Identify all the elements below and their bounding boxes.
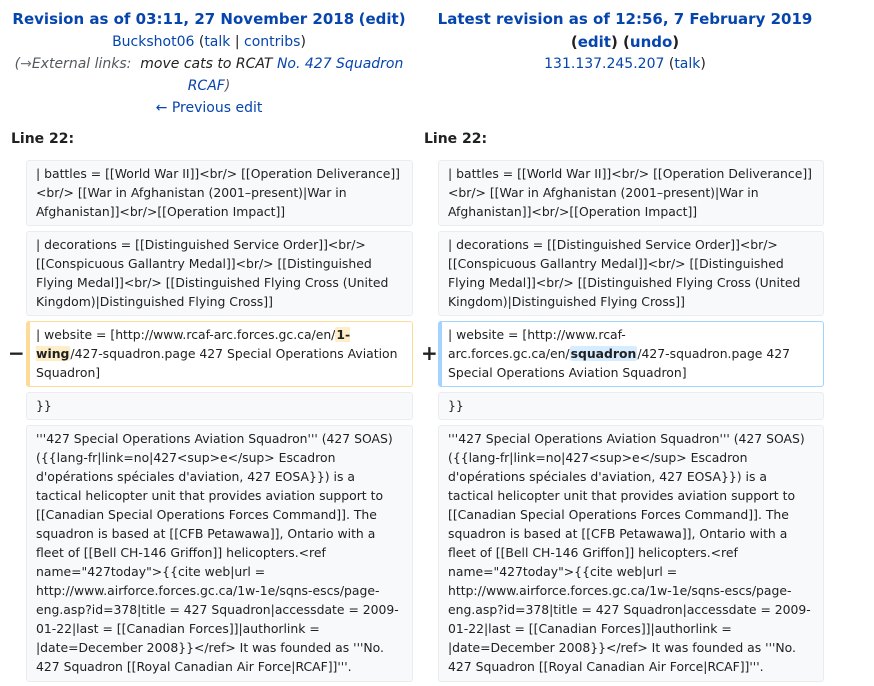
added-text: /427-squadron.page 427 Special Operation…	[448, 346, 791, 380]
added-line-marker: +	[421, 341, 438, 365]
old-revision-header: Revision as of 03:11, 27 November 2018 (…	[10, 8, 408, 119]
added-word-highlight: squadron	[569, 346, 638, 361]
old-line-number: Line 22:	[11, 131, 75, 147]
diff-context-old: }}	[26, 392, 413, 420]
new-line-number: Line 22:	[424, 131, 488, 147]
new-edit-link[interactable]: edit	[577, 33, 611, 51]
previous-edit-link[interactable]: ← Previous edit	[155, 100, 263, 116]
deleted-text: /427-squadron.page 427 Special Operation…	[36, 346, 398, 380]
undo-link[interactable]: undo	[629, 33, 673, 51]
old-edit-link[interactable]: edit	[365, 10, 399, 28]
added-text: | website = [http://www.rcaf-arc.forces.…	[448, 327, 626, 361]
summary-text: move cats to RCAT	[140, 56, 273, 72]
diff-context-old: | decorations = [[Distinguished Service …	[26, 231, 413, 316]
diff-context-old: | battles = [[World War II]]<br/> [[Oper…	[26, 160, 413, 226]
diff-context-new: | decorations = [[Distinguished Service …	[438, 231, 824, 316]
old-contribs-link[interactable]: contribs	[244, 34, 301, 50]
deleted-text: | website = [http://www.rcaf-arc.forces.…	[36, 327, 336, 342]
diff-context-old: '''427 Special Operations Aviation Squad…	[26, 425, 413, 682]
deleted-line-marker: −	[8, 341, 25, 365]
old-talk-link[interactable]: talk	[204, 34, 231, 50]
diff-context-new: }}	[438, 392, 824, 420]
section-arrow-icon[interactable]: →	[20, 56, 32, 72]
old-revision-title-line: Revision as of 03:11, 27 November 2018 (…	[12, 10, 406, 28]
edit-summary: (→External links: move cats to RCAT No. …	[14, 56, 404, 94]
new-talk-link[interactable]: talk	[674, 56, 701, 72]
old-user-link[interactable]: Buckshot06	[112, 34, 195, 50]
old-user-line: Buckshot06 (talk | contribs)	[112, 34, 306, 50]
diff-context-new: | battles = [[World War II]]<br/> [[Oper…	[438, 160, 824, 226]
summary-section: External links:	[31, 56, 132, 72]
diff-added-line: | website = [http://www.rcaf-arc.forces.…	[438, 321, 824, 387]
new-revision-title[interactable]: Latest revision as of 12:56, 7 February …	[437, 10, 813, 28]
new-user-link[interactable]: 131.137.245.207	[544, 56, 665, 72]
diff-deleted-line: | website = [http://www.rcaf-arc.forces.…	[26, 321, 413, 387]
old-revision-title[interactable]: Revision as of 03:11, 27 November 2018	[12, 10, 355, 28]
diff-context-new: '''427 Special Operations Aviation Squad…	[438, 425, 824, 682]
new-revision-header: Latest revision as of 12:56, 7 February …	[437, 10, 813, 72]
summary-link[interactable]: No. 427 Squadron RCAF	[187, 56, 404, 94]
